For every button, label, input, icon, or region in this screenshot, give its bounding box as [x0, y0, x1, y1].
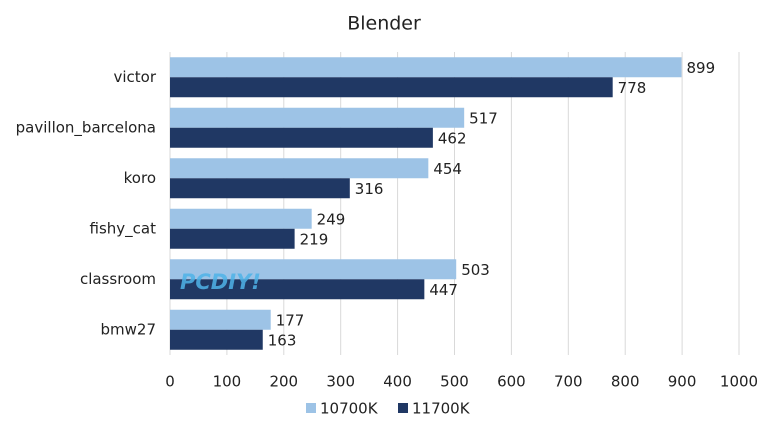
value-label: 454: [433, 160, 462, 178]
bar: [170, 228, 295, 249]
legend-swatch: [398, 403, 408, 413]
value-label: 447: [429, 281, 458, 299]
value-label: 249: [317, 210, 346, 228]
x-tick-label: 0: [165, 373, 175, 391]
bar: [170, 77, 613, 98]
bar: [170, 178, 350, 199]
x-tick-label: 800: [611, 373, 640, 391]
x-tick-label: 700: [554, 373, 583, 391]
y-tick-label: classroom: [80, 270, 156, 288]
value-label: 163: [268, 331, 297, 349]
legend-label: 11700K: [412, 400, 471, 418]
value-label: 316: [355, 180, 384, 198]
x-tick-label: 300: [326, 373, 355, 391]
y-tick-label: koro: [124, 169, 156, 187]
value-label: 462: [438, 129, 467, 147]
y-tick-label: fishy_cat: [90, 219, 157, 238]
y-tick-label: pavillon_barcelona: [16, 118, 156, 137]
bar: [170, 259, 457, 280]
y-tick-label: bmw27: [101, 320, 157, 338]
value-label: 778: [618, 79, 647, 97]
bar: [170, 57, 682, 78]
x-tick-label: 900: [668, 373, 697, 391]
x-tick-label: 600: [497, 373, 526, 391]
bar: [170, 107, 465, 128]
legend-label: 10700K: [320, 400, 379, 418]
value-label: 517: [469, 109, 498, 127]
bar: [170, 127, 433, 148]
value-label: 219: [300, 230, 329, 248]
value-label: 899: [687, 59, 716, 77]
chart-title: Blender: [347, 13, 421, 35]
bar: [170, 309, 271, 330]
bar: [170, 158, 429, 179]
x-tick-label: 500: [440, 373, 469, 391]
value-label: 177: [276, 311, 305, 329]
watermark: PCDIY!: [180, 270, 261, 294]
legend-swatch: [306, 403, 316, 413]
bar: [170, 279, 425, 300]
x-tick-label: 200: [269, 373, 298, 391]
y-tick-label: victor: [113, 68, 156, 86]
bar: [170, 329, 263, 350]
x-tick-label: 100: [213, 373, 242, 391]
x-tick-label: 400: [383, 373, 412, 391]
value-label: 503: [461, 261, 490, 279]
bar: [170, 208, 312, 229]
x-tick-label: 1000: [720, 373, 758, 391]
